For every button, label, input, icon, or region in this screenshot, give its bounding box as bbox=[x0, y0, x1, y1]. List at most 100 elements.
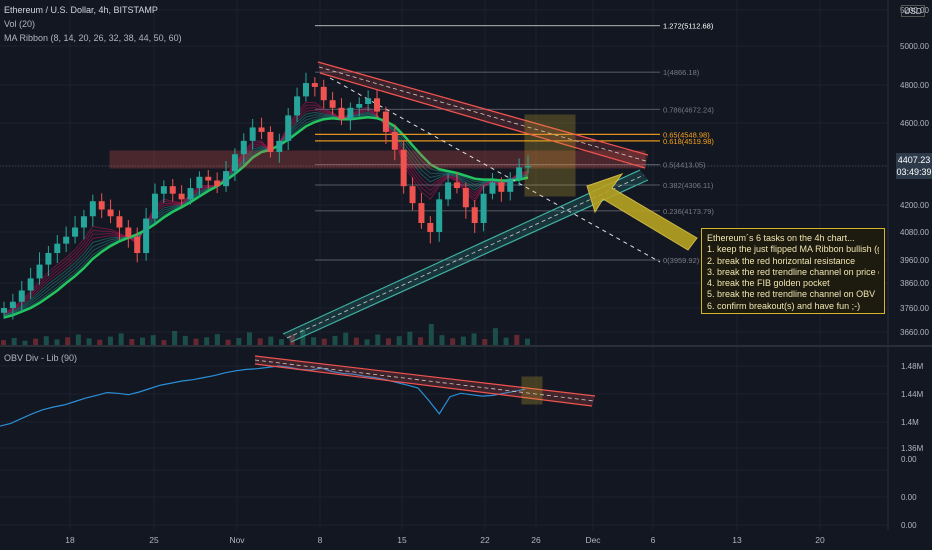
price-tick-label: 5000.00 bbox=[900, 42, 929, 51]
volume-bar bbox=[193, 338, 199, 345]
x-tick-label: 18 bbox=[65, 535, 75, 545]
volume-bar bbox=[375, 334, 381, 345]
x-tick-label: 6 bbox=[651, 535, 656, 545]
currency-label[interactable]: USD bbox=[901, 5, 925, 17]
volume-bar bbox=[471, 333, 477, 345]
ma-ribbon bbox=[3, 101, 529, 319]
ribbon-legend[interactable]: MA Ribbon (8, 14, 20, 26, 32, 38, 44, 50… bbox=[4, 33, 182, 43]
volume-bar bbox=[418, 337, 424, 345]
volume-bar bbox=[279, 339, 285, 345]
candle-body bbox=[480, 193, 487, 223]
volume-bar bbox=[428, 324, 434, 345]
volume-bar bbox=[11, 338, 17, 345]
volume-bar bbox=[396, 336, 402, 345]
candle-body bbox=[18, 290, 25, 302]
candle-body bbox=[178, 193, 185, 200]
candle-body bbox=[462, 188, 469, 208]
annotation-line: 4. break the FIB golden pocket bbox=[707, 278, 830, 289]
obv-legend[interactable]: OBV Div - Lib (90) bbox=[4, 353, 78, 363]
symbol-title[interactable]: Ethereum / U.S. Dollar, 4h, BITSTAMP bbox=[4, 5, 158, 15]
obv-channel-mid bbox=[254, 359, 595, 402]
price-tick-label: 3860.00 bbox=[900, 279, 929, 288]
candle-body bbox=[80, 216, 87, 228]
candle-body bbox=[285, 115, 292, 141]
green-channel-top bbox=[282, 169, 641, 335]
candle-body bbox=[169, 186, 176, 194]
candle-body bbox=[45, 253, 52, 265]
candle-body bbox=[151, 193, 158, 219]
candle-body bbox=[223, 171, 230, 187]
ma-ribbon-line bbox=[3, 116, 529, 319]
annotation-line: 6. confirm breakout(s) and have fun ;-) bbox=[707, 300, 861, 311]
target-box bbox=[524, 114, 576, 197]
volume-bar bbox=[107, 336, 113, 345]
x-tick-label: 22 bbox=[480, 535, 490, 545]
candle-body bbox=[214, 180, 221, 187]
volume-bar bbox=[343, 332, 349, 345]
green-channel-fill bbox=[283, 170, 648, 342]
annotation-line: 3. break the red trendline channel on pr… bbox=[707, 266, 879, 277]
candle-body bbox=[374, 98, 381, 112]
obv-tick-label: 1.48M bbox=[901, 362, 924, 371]
candle-body bbox=[365, 98, 372, 104]
volume-bar bbox=[268, 336, 274, 345]
x-tick-label: 25 bbox=[149, 535, 159, 545]
volume-bar bbox=[214, 334, 220, 345]
candle-body bbox=[205, 176, 212, 181]
candle-body bbox=[409, 186, 416, 204]
volume-bar bbox=[140, 337, 146, 345]
candles bbox=[1, 72, 531, 320]
candle-body bbox=[302, 83, 309, 97]
volume-bar bbox=[514, 334, 520, 345]
fib-label: 0.5(4413.05) bbox=[663, 161, 706, 170]
volume-bar bbox=[289, 334, 295, 345]
fib-levels: 1.272(5112.68) 1(4866.18) 0.786(4672.24) 0.… bbox=[315, 22, 714, 265]
volume-bar bbox=[161, 340, 167, 345]
volume-bar bbox=[364, 339, 370, 345]
volume-bar bbox=[246, 332, 252, 345]
annotation-line: 2. break the red horizontal resistance bbox=[707, 255, 856, 266]
volume-bar bbox=[1, 340, 6, 345]
volume-bar bbox=[225, 339, 231, 345]
candle-body bbox=[36, 264, 43, 279]
volume-bar bbox=[236, 338, 242, 345]
candle-body bbox=[249, 127, 256, 141]
volume-bar bbox=[460, 336, 466, 345]
candle-body bbox=[9, 301, 16, 308]
fib-label: 0.382(4306.11) bbox=[663, 181, 714, 190]
axes: 5200.00 5000.00 4800.00 4600.00 4200.00 4080.… bbox=[65, 6, 929, 545]
annotation-box[interactable]: Ethereum´s 6 tasks on the 4h chart... 1.… bbox=[701, 228, 885, 314]
obv-target-box bbox=[521, 376, 543, 405]
red-channel-bottom bbox=[319, 72, 646, 169]
volume-legend[interactable]: Vol (20) bbox=[4, 19, 36, 29]
volume-bar bbox=[43, 336, 49, 345]
price-tick-label: 3960.00 bbox=[900, 256, 929, 265]
candle-body bbox=[436, 199, 443, 232]
candle-body bbox=[134, 236, 141, 253]
current-price: 4407.23 bbox=[897, 155, 931, 165]
price-tick-label: 4080.00 bbox=[900, 228, 929, 237]
fib-label: 1(4866.18) bbox=[663, 68, 700, 77]
x-tick-label: 26 bbox=[531, 535, 541, 545]
candle-body bbox=[98, 201, 105, 210]
ma-ribbon-line bbox=[3, 107, 529, 315]
white-dashed-trendline bbox=[329, 77, 661, 263]
candle-body bbox=[311, 83, 318, 87]
candle-body bbox=[489, 182, 496, 194]
green-channel-mid bbox=[286, 174, 645, 339]
volume-bar bbox=[503, 337, 509, 345]
red-channel-mid bbox=[318, 66, 647, 162]
volume-bar bbox=[65, 337, 71, 345]
ma-ribbon-line bbox=[3, 112, 529, 317]
candle-body bbox=[72, 227, 79, 237]
obv-channel-top bbox=[254, 355, 596, 397]
volume-bar bbox=[257, 338, 263, 345]
candle-body bbox=[143, 218, 150, 253]
ma-ribbon-line bbox=[3, 111, 529, 316]
obv-tick-label: 0.00 bbox=[901, 455, 917, 464]
x-tick-label: 15 bbox=[397, 535, 407, 545]
annotation-line: 1. keep the just flipped MA Ribbon bulli… bbox=[707, 244, 879, 255]
candle-body bbox=[507, 178, 514, 192]
x-tick-label: Nov bbox=[229, 535, 245, 545]
